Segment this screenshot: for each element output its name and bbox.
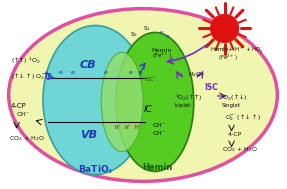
Text: OH⁻: OH⁻	[17, 112, 30, 117]
Text: S$_0$: S$_0$	[130, 30, 138, 39]
Text: CO$_2$ + H$_2$O: CO$_2$ + H$_2$O	[222, 146, 257, 154]
Ellipse shape	[43, 26, 148, 174]
Circle shape	[211, 15, 238, 42]
Text: O$_2^{-\cdot}$(↑↓ ↑): O$_2^{-\cdot}$(↑↓ ↑)	[225, 113, 261, 123]
Text: e: e	[166, 34, 169, 40]
Text: CO$_2$ + H$_2$O: CO$_2$ + H$_2$O	[9, 134, 44, 143]
Text: e: e	[160, 30, 163, 36]
Text: CB: CB	[80, 60, 97, 70]
Ellipse shape	[101, 52, 143, 152]
Text: (Fe$^{3+}$): (Fe$^{3+}$)	[152, 51, 172, 61]
Text: e: e	[59, 70, 62, 75]
Text: H$_2$O$_2$: H$_2$O$_2$	[188, 70, 205, 79]
Text: OH⁻: OH⁻	[153, 131, 166, 136]
Text: $^1$O$_2$(↑↓): $^1$O$_2$(↑↓)	[220, 93, 247, 103]
Text: $^3$O$_2$(↑↑): $^3$O$_2$(↑↑)	[175, 93, 203, 103]
Text: (↑↑) $^1$O$_2$: (↑↑) $^1$O$_2$	[11, 56, 40, 66]
Text: 4-CP: 4-CP	[11, 103, 26, 109]
Text: e: e	[128, 70, 132, 75]
Text: Singlet: Singlet	[222, 103, 241, 108]
Text: Hemin: Hemin	[142, 163, 172, 172]
Text: e: e	[103, 70, 107, 75]
Text: VB: VB	[80, 130, 97, 140]
Text: IC: IC	[144, 105, 152, 114]
Ellipse shape	[9, 9, 277, 181]
Text: e: e	[70, 70, 74, 75]
Text: BaTiO$_3$: BaTiO$_3$	[77, 163, 113, 176]
Text: h⁺: h⁺	[125, 125, 131, 130]
Text: e: e	[138, 70, 142, 75]
Text: (↑↓ ↑) O$_2^-$: (↑↓ ↑) O$_2^-$	[11, 71, 46, 82]
Text: S$_1$: S$_1$	[143, 24, 151, 33]
Text: triplet: triplet	[175, 103, 191, 108]
Text: ISC: ISC	[205, 83, 219, 92]
Text: h⁺: h⁺	[135, 125, 141, 130]
Text: Hemin: Hemin	[152, 48, 172, 53]
Text: ISC$^*$: ISC$^*$	[145, 75, 157, 84]
Text: h⁺: h⁺	[115, 125, 121, 130]
Text: (Fe$^{2+}$): (Fe$^{2+}$)	[218, 53, 237, 64]
Text: Hemin+ H$^+$ + HO$_2^\cdot$: Hemin+ H$^+$ + HO$_2^\cdot$	[210, 45, 264, 56]
Ellipse shape	[116, 33, 194, 171]
Text: 4-CP: 4-CP	[228, 132, 242, 137]
Text: OH⁻: OH⁻	[153, 123, 166, 128]
